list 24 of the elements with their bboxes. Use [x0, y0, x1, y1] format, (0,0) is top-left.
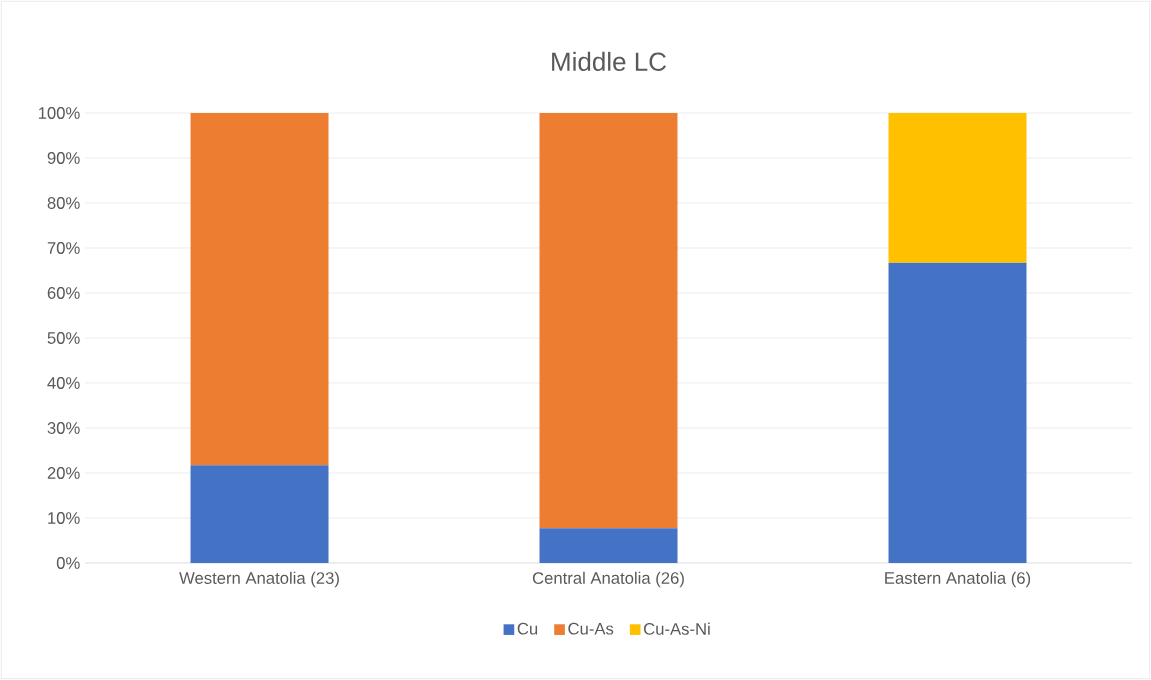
legend-label: Cu-As-Ni [644, 622, 710, 635]
x-tick-label: Eastern Anatolia (6) [885, 571, 1031, 588]
x-tick-label: Western Anatolia (23) [179, 571, 339, 588]
y-tick-label: 10% [48, 512, 80, 524]
y-tick-label: 30% [47, 422, 80, 434]
chart-title: Middle LC [552, 51, 666, 71]
bar [539, 528, 678, 563]
y-tick-label: 80% [47, 197, 80, 209]
x-tick-label: Central Anatolia (26) [532, 571, 684, 588]
y-tick-label: 0% [56, 557, 80, 569]
bar [190, 465, 329, 563]
y-tick-label: 40% [47, 377, 80, 389]
bar [888, 112, 1027, 263]
bar [539, 112, 678, 529]
bar [190, 112, 329, 466]
y-tick-label: 20% [47, 467, 80, 479]
y-tick-label: 90% [47, 152, 80, 164]
bar [888, 262, 1027, 563]
y-tick-label: 100% [38, 107, 80, 119]
legend-label: Cu [517, 622, 538, 635]
legend-label: Cu-As [568, 622, 614, 635]
y-tick-label: 50% [47, 332, 80, 344]
y-tick-label: 60% [47, 287, 80, 299]
y-tick-label: 70% [47, 242, 80, 254]
